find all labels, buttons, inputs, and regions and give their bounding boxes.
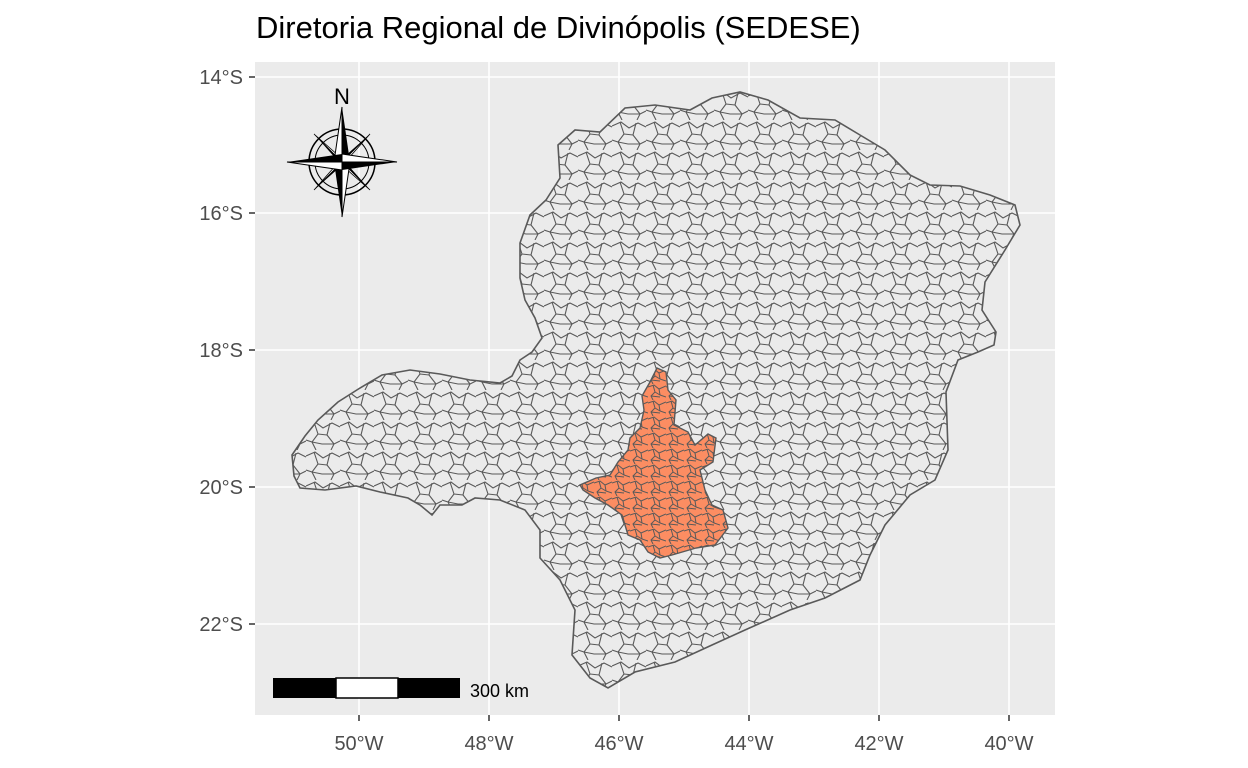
north-label: N [334, 84, 350, 109]
x-tick-label: 50°W [334, 733, 383, 755]
y-axis-labels: 14°S 16°S 18°S 20°S 22°S [199, 67, 243, 636]
scale-bar: 300 km [273, 677, 529, 701]
map-title: Diretoria Regional de Divinópolis (SEDES… [256, 10, 861, 45]
y-tick-label: 22°S [199, 614, 243, 636]
y-axis-ticks [249, 76, 255, 625]
x-tick-label: 46°W [594, 733, 643, 755]
x-tick-label: 40°W [984, 733, 1033, 755]
y-tick-label: 18°S [199, 340, 243, 362]
y-tick-label: 16°S [199, 203, 243, 225]
north-arrow-icon [286, 106, 398, 218]
x-tick-label: 44°W [724, 733, 773, 755]
x-tick-label: 48°W [464, 733, 513, 755]
x-axis-ticks [358, 715, 1010, 721]
x-axis-labels: 50°W 48°W 46°W 44°W 42°W 40°W [334, 733, 1033, 755]
y-tick-label: 14°S [199, 67, 243, 89]
x-tick-label: 42°W [854, 733, 903, 755]
y-tick-label: 20°S [199, 477, 243, 499]
scale-bar-label: 300 km [470, 681, 529, 701]
